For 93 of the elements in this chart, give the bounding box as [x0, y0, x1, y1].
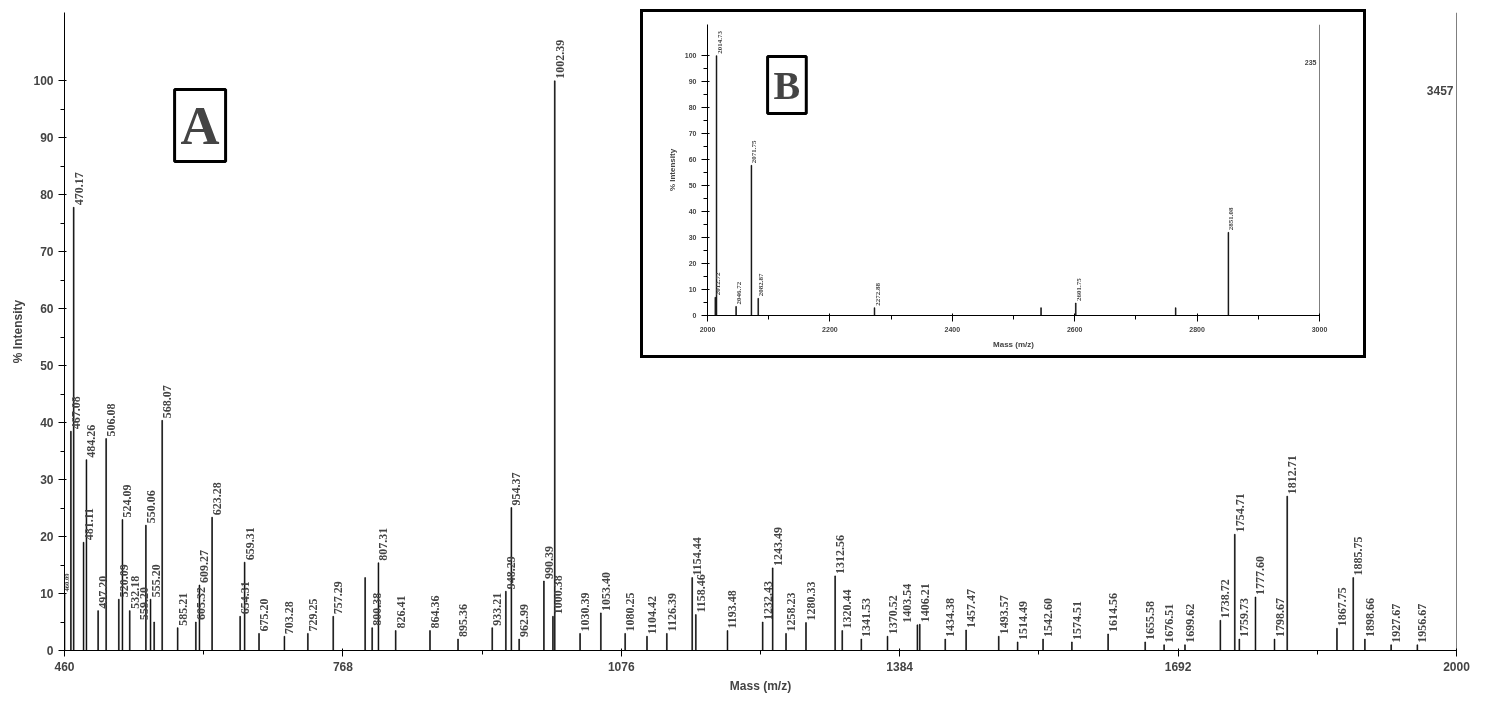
y-tick-label: 70 — [40, 245, 54, 260]
annotation: 1406.21 — [917, 583, 932, 623]
annotation: 1574.51 — [1069, 600, 1084, 640]
annotation: 568.07 — [160, 385, 175, 419]
annotation: 3457 — [1426, 83, 1454, 98]
annotation: 654.31 — [238, 581, 253, 615]
annotation: 1403.54 — [900, 583, 915, 623]
annotation: 470.17 — [71, 172, 86, 206]
annotation: 1927.67 — [1389, 603, 1404, 643]
annotation: 609.27 — [197, 549, 212, 583]
annotation: 481.11 — [81, 507, 96, 541]
x-tick-label: 460 — [54, 659, 75, 674]
annotation: 1280.33 — [803, 581, 818, 621]
annotation: 729.25 — [305, 598, 320, 632]
annotation: 948.29 — [503, 556, 518, 590]
annotation: 550.06 — [143, 490, 158, 524]
annotation: 1676.51 — [1162, 603, 1177, 643]
annotation: 1754.71 — [1232, 493, 1247, 533]
annotation: 1759.73 — [1237, 598, 1252, 638]
annotation: 675.20 — [257, 598, 272, 632]
annotation: 605.32 — [193, 587, 208, 621]
x-tick-label: 1384 — [886, 659, 914, 674]
annotation: 1956.67 — [1415, 603, 1430, 643]
y-tick-label: 100 — [33, 74, 54, 89]
annotation: 1738.72 — [1218, 579, 1233, 619]
annotation: 1258.23 — [784, 592, 799, 632]
annotation: 1341.53 — [859, 598, 874, 638]
x-tick-label: 2000 — [1443, 659, 1471, 674]
annotation: 1457.47 — [964, 588, 979, 628]
annotation: 467.08 — [68, 396, 83, 430]
annotation: 1493.57 — [996, 595, 1011, 635]
annotation: 1514.49 — [1015, 600, 1030, 640]
annotation: 1030.39 — [578, 592, 593, 632]
annotation: 1614.56 — [1106, 592, 1121, 632]
annotation: 585.21 — [175, 592, 190, 626]
x-tick-label: 768 — [332, 659, 354, 674]
annotation: 800.38 — [370, 592, 385, 626]
annotation: 1370.52 — [885, 595, 900, 635]
annotation: 484.26 — [84, 424, 99, 458]
y-tick-label: 20 — [40, 530, 54, 545]
annotation: 659.31 — [242, 527, 257, 561]
y-tick-label: 10 — [40, 587, 54, 602]
y-tick-label: 0 — [46, 644, 54, 658]
annotation: 623.28 — [210, 482, 225, 516]
annotation: 1053.40 — [598, 571, 613, 611]
annotation: 895.36 — [456, 604, 471, 638]
annotation: 1232.43 — [760, 581, 775, 621]
x-axis-title: Mass (m/z) — [993, 339, 1035, 349]
annotation: 555.20 — [148, 564, 163, 598]
annotation: 1243.49 — [770, 526, 785, 566]
annotation: 506.08 — [104, 403, 119, 437]
x-tick-label: 1692 — [1164, 659, 1192, 674]
annotation: 864.36 — [428, 595, 442, 629]
annotation: 1320.44 — [840, 589, 855, 629]
y-axis-title: % Intensity — [11, 299, 26, 364]
x-axis-title: Mass (m/z) — [729, 678, 792, 693]
annotation: 524.09 — [120, 484, 135, 518]
annotation: 1002.39 — [552, 39, 567, 79]
annotation: 497.20 — [96, 575, 111, 609]
y-tick-label: 90 — [40, 131, 54, 146]
annotation: 1434.38 — [943, 598, 958, 638]
annotation: 826.41 — [393, 595, 408, 629]
annotation: 1193.48 — [725, 590, 740, 629]
y-tick-label: 80 — [40, 188, 54, 203]
annotation: 1699.62 — [1182, 603, 1197, 643]
annotation: 962.99 — [517, 604, 532, 638]
y-tick-label: 30 — [40, 473, 54, 488]
y-axis-title: % Intensity — [667, 148, 677, 192]
y-tick-label: 60 — [40, 302, 54, 317]
annotation: 1542.60 — [1041, 598, 1056, 638]
annotation: 520.09 — [116, 564, 131, 598]
annotation: 1126.39 — [664, 593, 679, 632]
annotation: 1812.71 — [1285, 455, 1300, 495]
annotation: 1885.75 — [1351, 536, 1366, 576]
y-tick-label: 50 — [40, 359, 54, 374]
annotation: 1777.60 — [1253, 555, 1268, 595]
annotation: 757.29 — [331, 581, 346, 615]
annotation: 1104.42 — [644, 595, 659, 635]
y-tick-label: 40 — [40, 416, 54, 431]
annotation: 703.28 — [282, 601, 297, 635]
text: A — [180, 95, 220, 156]
annotation: 1158.46 — [693, 574, 708, 613]
x-tick-label: 1076 — [607, 659, 635, 674]
annotation: 1898.66 — [1362, 598, 1377, 638]
annotation: 807.31 — [376, 527, 391, 561]
annotation: 1655.58 — [1143, 600, 1158, 640]
text: B — [773, 62, 801, 108]
annotation: 1080.25 — [623, 592, 638, 632]
annotation: 1867.75 — [1334, 587, 1349, 627]
annotation: 954.37 — [509, 472, 524, 506]
annotation: 933.21 — [490, 592, 505, 626]
annotation: 1798.67 — [1272, 598, 1287, 638]
annotation: 1312.56 — [833, 534, 848, 574]
